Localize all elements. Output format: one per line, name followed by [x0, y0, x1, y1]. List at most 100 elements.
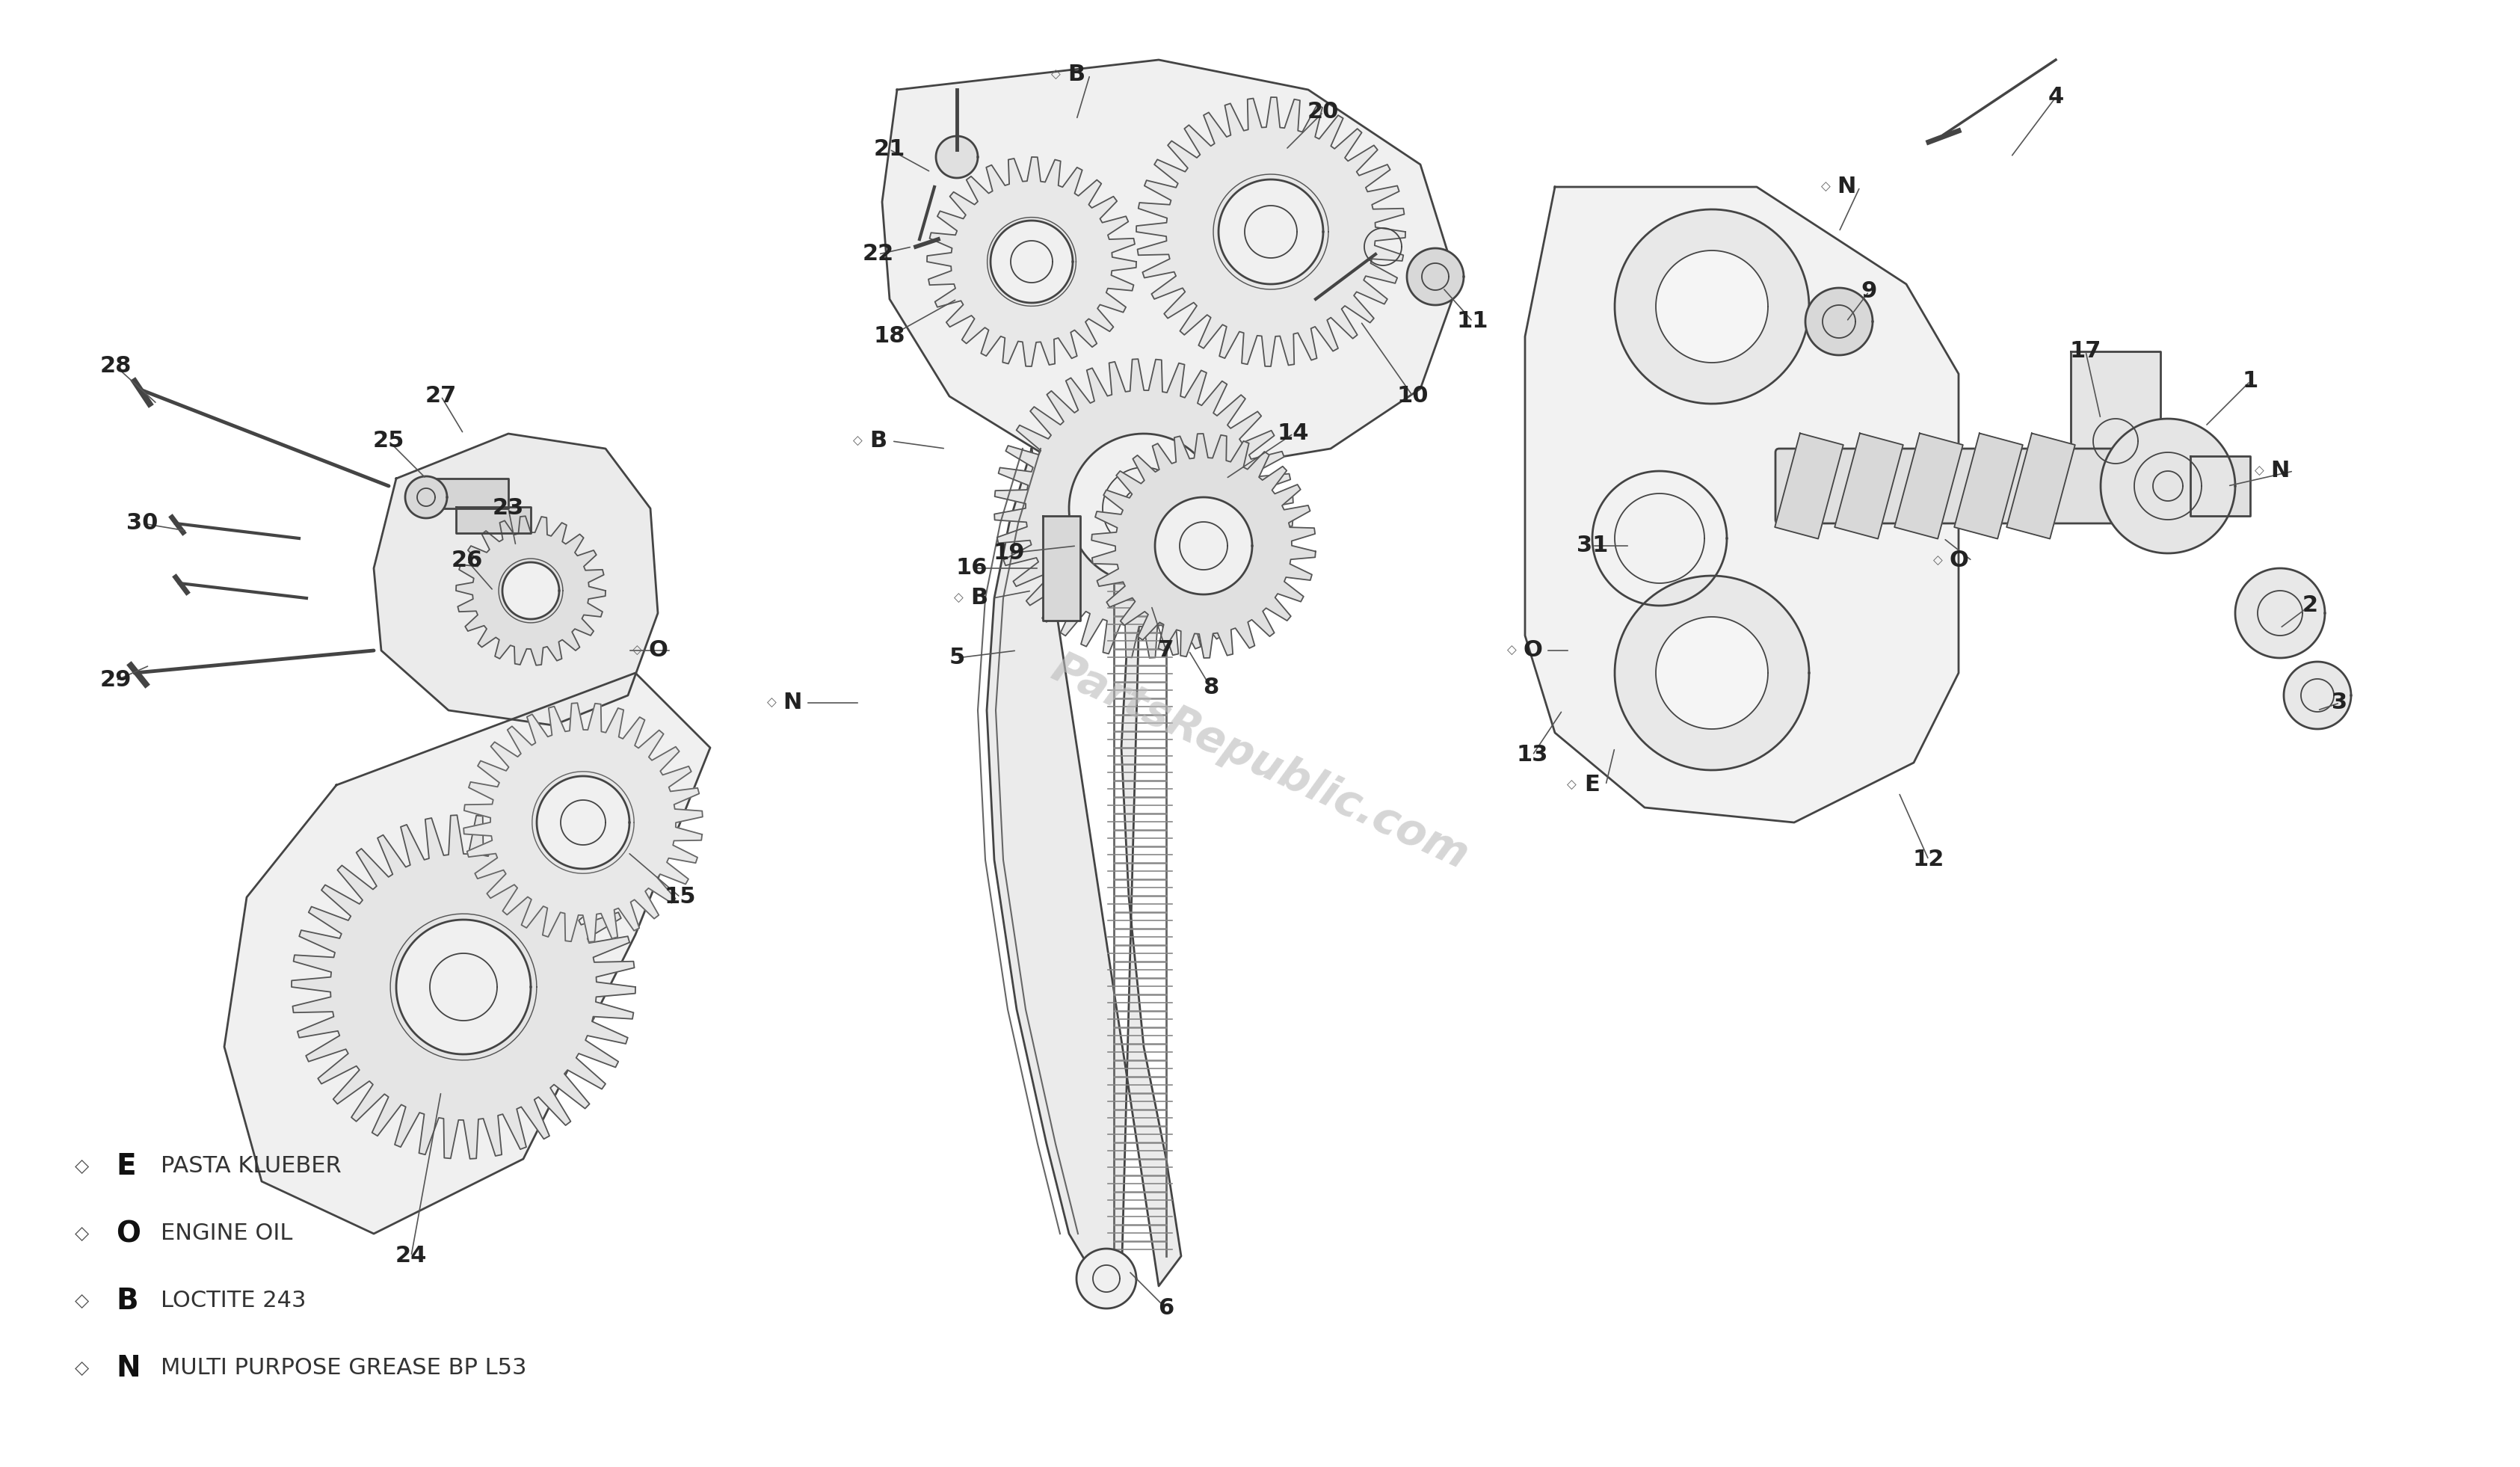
- Text: B: B: [1068, 65, 1086, 85]
- Text: 12: 12: [1913, 849, 1945, 871]
- Text: 20: 20: [1308, 101, 1338, 123]
- Polygon shape: [1076, 1248, 1137, 1309]
- Polygon shape: [882, 60, 1457, 471]
- Text: E: E: [1585, 775, 1600, 797]
- Polygon shape: [1220, 179, 1323, 285]
- Polygon shape: [1835, 433, 1903, 538]
- Polygon shape: [1525, 186, 1958, 823]
- Text: O: O: [1522, 640, 1542, 662]
- Text: MULTI PURPOSE GREASE BP L53: MULTI PURPOSE GREASE BP L53: [161, 1357, 527, 1379]
- Text: B: B: [116, 1287, 139, 1316]
- Text: 14: 14: [1278, 422, 1310, 445]
- Text: O: O: [116, 1219, 141, 1248]
- Text: 31: 31: [1578, 535, 1608, 556]
- Text: 6: 6: [1159, 1298, 1174, 1319]
- Text: ◇: ◇: [2255, 465, 2263, 478]
- Polygon shape: [456, 516, 605, 665]
- Text: B: B: [970, 587, 988, 609]
- Polygon shape: [927, 157, 1137, 367]
- Text: 17: 17: [2069, 340, 2102, 362]
- Polygon shape: [1043, 516, 1081, 621]
- Polygon shape: [406, 477, 446, 518]
- Text: 13: 13: [1517, 744, 1547, 766]
- Text: ◇: ◇: [1933, 555, 1943, 568]
- Polygon shape: [537, 776, 630, 868]
- Text: 10: 10: [1396, 386, 1429, 408]
- Polygon shape: [1406, 248, 1464, 305]
- Polygon shape: [1804, 288, 1872, 355]
- Polygon shape: [2283, 662, 2351, 729]
- Text: 9: 9: [1860, 280, 1877, 302]
- Polygon shape: [1895, 433, 1963, 538]
- Text: LOCTITE 243: LOCTITE 243: [161, 1289, 305, 1311]
- Text: ◇: ◇: [953, 591, 963, 604]
- Polygon shape: [988, 442, 1182, 1287]
- Polygon shape: [418, 478, 509, 509]
- Text: 2: 2: [2303, 594, 2318, 616]
- Text: ◇: ◇: [76, 1360, 88, 1378]
- Polygon shape: [292, 816, 635, 1159]
- Text: 30: 30: [126, 512, 159, 534]
- Text: N: N: [784, 692, 801, 713]
- Polygon shape: [935, 136, 978, 178]
- Text: 18: 18: [874, 326, 905, 348]
- Polygon shape: [2190, 456, 2250, 516]
- Polygon shape: [1615, 210, 1809, 403]
- Text: O: O: [648, 640, 668, 662]
- Text: PASTA KLUEBER: PASTA KLUEBER: [161, 1156, 340, 1177]
- Text: 22: 22: [862, 244, 895, 266]
- FancyBboxPatch shape: [1777, 449, 2218, 524]
- Polygon shape: [456, 506, 532, 533]
- Text: 5: 5: [950, 647, 965, 669]
- Polygon shape: [396, 920, 532, 1055]
- Text: 27: 27: [426, 386, 456, 408]
- Polygon shape: [2102, 418, 2235, 553]
- Text: 29: 29: [101, 669, 131, 691]
- Text: ◇: ◇: [633, 644, 643, 657]
- Polygon shape: [2006, 433, 2074, 538]
- Polygon shape: [1953, 433, 2024, 538]
- Text: B: B: [869, 430, 887, 452]
- Text: 8: 8: [1202, 678, 1220, 698]
- Text: 19: 19: [993, 543, 1026, 565]
- Polygon shape: [995, 359, 1293, 657]
- Text: 4: 4: [2049, 87, 2064, 109]
- Text: ◇: ◇: [76, 1157, 88, 1175]
- Text: N: N: [1837, 176, 1855, 198]
- Polygon shape: [1068, 434, 1220, 584]
- Text: ◇: ◇: [1822, 180, 1830, 194]
- Text: 15: 15: [665, 886, 696, 908]
- Text: PartsRepublic.com: PartsRepublic.com: [1046, 647, 1474, 879]
- Text: ◇: ◇: [766, 697, 776, 710]
- Polygon shape: [501, 562, 559, 619]
- Polygon shape: [1154, 497, 1252, 594]
- Text: ENGINE OIL: ENGINE OIL: [161, 1223, 292, 1244]
- Polygon shape: [1656, 251, 1769, 362]
- Text: N: N: [2271, 461, 2291, 481]
- Text: N: N: [116, 1354, 141, 1382]
- Polygon shape: [2071, 352, 2160, 500]
- Text: 3: 3: [2331, 692, 2349, 713]
- Text: 16: 16: [955, 557, 988, 579]
- Polygon shape: [1774, 433, 1842, 538]
- Text: ◇: ◇: [1567, 779, 1575, 792]
- Text: 23: 23: [491, 497, 524, 519]
- Text: ◇: ◇: [852, 434, 862, 447]
- Polygon shape: [2235, 568, 2326, 659]
- Text: 11: 11: [1457, 311, 1489, 333]
- Polygon shape: [224, 673, 711, 1234]
- Polygon shape: [464, 703, 703, 942]
- Text: O: O: [1948, 550, 1968, 572]
- Polygon shape: [1091, 434, 1315, 659]
- Text: 26: 26: [451, 550, 484, 572]
- Text: ◇: ◇: [1507, 644, 1517, 657]
- Text: ◇: ◇: [76, 1225, 88, 1243]
- Polygon shape: [1615, 575, 1809, 770]
- Text: 7: 7: [1159, 640, 1174, 662]
- Text: 25: 25: [373, 430, 406, 452]
- Text: 21: 21: [874, 139, 905, 160]
- Text: E: E: [116, 1152, 136, 1181]
- Polygon shape: [373, 434, 658, 725]
- Polygon shape: [990, 220, 1074, 302]
- Polygon shape: [1137, 97, 1406, 367]
